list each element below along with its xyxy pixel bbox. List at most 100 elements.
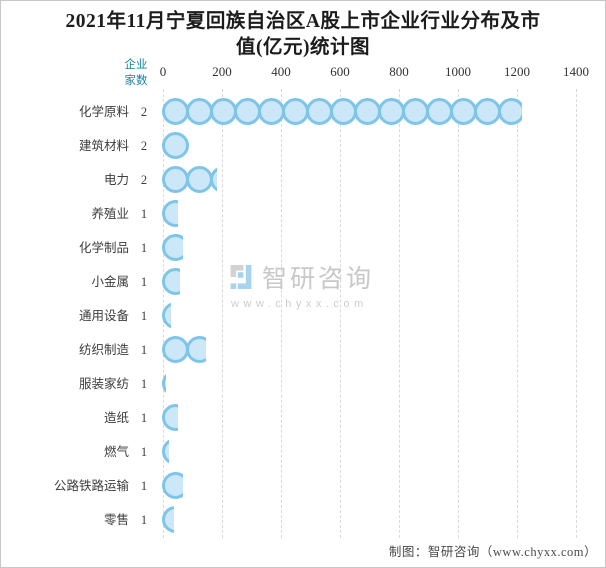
chart-row: 造纸 1 bbox=[1, 401, 605, 435]
bubble-icon bbox=[162, 268, 180, 295]
bubble-icon bbox=[162, 506, 174, 533]
company-count: 1 bbox=[140, 411, 148, 425]
chart-title-line1: 2021年11月宁夏回族自治区A股上市企业行业分布及市 bbox=[65, 11, 541, 32]
credit-line: 制图：智研咨询（www.chyxx.com） bbox=[388, 545, 597, 559]
market-value-bar bbox=[162, 132, 189, 160]
chart-row: 电力 2 bbox=[1, 163, 605, 197]
chart-row: 通用设备 1 bbox=[1, 299, 605, 333]
x-axis-tick: 800 bbox=[389, 64, 409, 79]
bubble-icon bbox=[162, 98, 189, 125]
bubble-icon bbox=[186, 166, 213, 193]
grid-line bbox=[340, 89, 341, 538]
company-count: 1 bbox=[140, 275, 148, 289]
bubble-icon bbox=[306, 98, 333, 125]
category-label: 造纸 bbox=[103, 411, 129, 425]
company-count: 1 bbox=[140, 241, 148, 255]
chart-row: 建筑材料 2 bbox=[1, 129, 605, 163]
chart-row: 化学制品 1 bbox=[1, 231, 605, 265]
bubble-icon bbox=[162, 336, 189, 363]
chart-title: 2021年11月宁夏回族自治区A股上市企业行业分布及市 值(亿元)统计图 bbox=[1, 9, 605, 61]
category-label: 养殖业 bbox=[91, 207, 129, 221]
market-value-bar bbox=[162, 234, 183, 262]
bubble-icon bbox=[162, 438, 169, 465]
market-value-bar bbox=[162, 506, 174, 534]
bubble-icon bbox=[162, 132, 189, 159]
x-axis-tick: 600 bbox=[330, 64, 350, 79]
company-count: 1 bbox=[140, 479, 148, 493]
watermark-brand-text: 智研咨询 bbox=[262, 265, 375, 293]
chart-row: 养殖业 1 bbox=[1, 197, 605, 231]
bubble-icon bbox=[162, 200, 178, 227]
bubble-icon bbox=[354, 98, 381, 125]
chart-row: 化学原料 2 bbox=[1, 95, 605, 129]
grid-line bbox=[576, 89, 577, 538]
bubble-icon bbox=[450, 98, 477, 125]
company-count: 1 bbox=[140, 377, 148, 391]
grid-line bbox=[458, 89, 459, 538]
bubble-icon bbox=[162, 472, 183, 499]
bubble-icon bbox=[258, 98, 285, 125]
market-value-bar bbox=[162, 438, 169, 466]
grid-line bbox=[281, 89, 282, 538]
chart-row: 小金属 1 bbox=[1, 265, 605, 299]
category-label: 化学原料 bbox=[78, 105, 129, 119]
market-value-bar bbox=[162, 98, 522, 126]
bubble-icon bbox=[162, 370, 166, 397]
market-value-bar bbox=[162, 336, 206, 364]
category-label: 零售 bbox=[103, 513, 129, 527]
watermark: 智研咨询 www.chyxx.com bbox=[229, 259, 374, 310]
bubble-icon bbox=[402, 98, 429, 125]
chart-title-line2: 值(亿元)统计图 bbox=[236, 37, 370, 58]
company-count: 2 bbox=[140, 139, 148, 153]
bubble-icon bbox=[162, 302, 171, 329]
bubble-icon bbox=[162, 166, 189, 193]
market-value-bar bbox=[162, 404, 178, 432]
x-axis-tick: 0 bbox=[159, 64, 167, 79]
category-label: 纺织制造 bbox=[78, 343, 129, 357]
company-count: 2 bbox=[140, 105, 148, 119]
chart-row: 零售 1 bbox=[1, 503, 605, 537]
y-axis-unit-label: 企业家数 bbox=[124, 59, 148, 87]
bubble-icon bbox=[330, 98, 357, 125]
category-label: 电力 bbox=[103, 173, 129, 187]
company-count: 1 bbox=[140, 309, 148, 323]
x-axis-tick: 200 bbox=[212, 64, 232, 79]
company-count: 1 bbox=[140, 445, 148, 459]
grid-line bbox=[517, 89, 518, 538]
bubble-icon bbox=[210, 166, 217, 193]
zhiyan-logo-icon bbox=[230, 265, 252, 289]
x-axis-tick: 400 bbox=[271, 64, 291, 79]
chart-row: 服装家纺 1 bbox=[1, 367, 605, 401]
market-value-bar bbox=[162, 472, 183, 500]
grid-line bbox=[399, 89, 400, 538]
company-count: 1 bbox=[140, 343, 148, 357]
chart-row: 纺织制造 1 bbox=[1, 333, 605, 367]
company-count: 1 bbox=[140, 207, 148, 221]
category-label: 服装家纺 bbox=[78, 377, 129, 391]
company-count: 1 bbox=[140, 513, 148, 527]
category-label: 建筑材料 bbox=[78, 139, 129, 153]
market-value-bar bbox=[162, 370, 166, 398]
x-axis-tick: 1000 bbox=[445, 64, 471, 79]
category-label: 燃气 bbox=[103, 445, 129, 459]
bubble-icon bbox=[162, 234, 183, 261]
bubble-icon bbox=[282, 98, 309, 125]
x-axis-tick: 1400 bbox=[563, 64, 589, 79]
bubble-icon bbox=[186, 336, 206, 363]
bubble-icon bbox=[186, 98, 213, 125]
grid-line bbox=[222, 89, 223, 538]
category-label: 小金属 bbox=[91, 275, 129, 289]
category-label: 公路铁路运输 bbox=[53, 479, 129, 493]
market-value-bar bbox=[162, 200, 178, 228]
bubble-icon bbox=[378, 98, 405, 125]
x-axis-tick: 1200 bbox=[504, 64, 530, 79]
chart-row: 燃气 1 bbox=[1, 435, 605, 469]
bubble-icon bbox=[162, 404, 178, 431]
company-count: 2 bbox=[140, 173, 148, 187]
bubble-icon bbox=[210, 98, 237, 125]
bubble-icon bbox=[426, 98, 453, 125]
category-label: 通用设备 bbox=[78, 309, 129, 323]
bubble-icon bbox=[474, 98, 501, 125]
bubble-icon bbox=[234, 98, 261, 125]
